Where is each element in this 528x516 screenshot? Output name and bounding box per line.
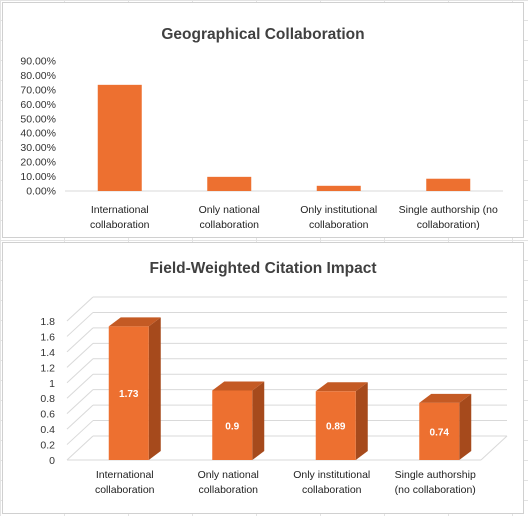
chart1-category-label: collaboration [309, 219, 369, 231]
chart2-bar-top [108, 317, 161, 327]
chart1-bar [426, 178, 471, 191]
chart2-data-label: 0.74 [430, 427, 450, 438]
chart2-floor-side-edge [480, 435, 508, 461]
chart2-bar [419, 402, 460, 460]
chart1-title: Geographical Collaboration [161, 26, 364, 43]
chart2-bar-top [212, 381, 265, 391]
chart2-data-label: 0.89 [326, 422, 346, 433]
chart1-category-label: Single authorship (no [399, 204, 498, 216]
chart2-y-tick-label: 0.6 [40, 409, 55, 421]
chart1-category-label: collaboration [199, 219, 259, 231]
chart2-side-gridline [66, 435, 94, 461]
chart2-category-label: Only national [198, 469, 259, 481]
chart1-y-tick-label: 30.00% [20, 142, 56, 154]
chart2-bar-top [419, 393, 472, 403]
chart1-category-label: collaboration) [417, 219, 480, 231]
chart1-y-tick-label: 70.00% [20, 84, 56, 96]
chart2-y-tick-label: 1 [49, 378, 55, 390]
chart-geographical-collaboration[interactable]: Geographical Collaboration 0.00% 10.00% 20… [2, 2, 524, 238]
chart1-y-tick-label: 20.00% [20, 157, 56, 169]
chart2-bar-side [252, 381, 265, 460]
chart1-y-tick-label: 80.00% [20, 70, 56, 82]
chart2-side-gridline [66, 389, 94, 415]
chart1-category-label: International [91, 204, 149, 216]
chart2-category-label: Single authorship [395, 469, 476, 481]
chart1-y-tick-label: 10.00% [20, 171, 56, 183]
chart2-y-tick-label: 1.4 [40, 347, 55, 359]
chart2-y-tick-label: 0.8 [40, 393, 55, 405]
chart2-bar [212, 390, 253, 460]
chart2-side-gridline [66, 404, 94, 430]
chart2-y-tick-label: 1.6 [40, 331, 55, 343]
chart1-bar [207, 176, 252, 191]
chart1-y-tick-label: 60.00% [20, 99, 56, 111]
chart2-bar-side [355, 382, 368, 460]
chart2-category-label: (no collaboration) [395, 484, 476, 496]
chart2-y-tick-label: 0.2 [40, 440, 55, 452]
chart1-y-tick-label: 90.00% [20, 56, 56, 68]
chart1-y-tick-label: 40.00% [20, 128, 56, 140]
chart2-bar [315, 391, 356, 460]
chart1-bar [316, 185, 361, 191]
chart1-category-label: Only national [199, 204, 260, 216]
chart2-bar [108, 326, 149, 460]
chart2-category-label: collaboration [302, 484, 362, 496]
chart2-data-label: 0.9 [225, 421, 239, 432]
chart2-category-label: International [96, 469, 154, 481]
chart1-bar [97, 84, 142, 191]
chart2-side-gridline [66, 296, 94, 322]
chart1-category-label: Only institutional [300, 204, 377, 216]
chart1-svg: Geographical Collaboration 0.00% 10.00% 20… [20, 26, 503, 231]
chart2-svg: Field-Weighted Citation Impact 0 0.2 0.4 0.… [40, 260, 508, 496]
chart1-y-tick-label: 50.00% [20, 113, 56, 125]
chart1-category-label: collaboration [90, 219, 150, 231]
chart2-data-label: 1.73 [119, 389, 139, 400]
chart2-bar-side [459, 393, 472, 460]
chart2-side-gridline [66, 312, 94, 337]
chart2-title: Field-Weighted Citation Impact [149, 260, 376, 277]
chart2-y-tick-label: 1.8 [40, 316, 55, 328]
chart2-side-gridline [66, 327, 94, 353]
chart2-y-tick-label: 0.4 [40, 424, 55, 436]
chart2-side-gridline [66, 420, 94, 445]
chart2-bar-side [148, 317, 161, 460]
chart2-y-tick-label: 1.2 [40, 362, 55, 374]
chart2-bar-top [315, 382, 368, 392]
chart2-side-gridline [66, 358, 94, 384]
chart-field-weighted-citation-impact[interactable]: Field-Weighted Citation Impact 0 0.2 0.4 0.… [2, 242, 524, 514]
chart2-category-label: Only institutional [293, 469, 370, 481]
chart2-y-tick-label: 0 [49, 455, 55, 467]
chart2-category-label: collaboration [198, 484, 258, 496]
chart2-category-label: collaboration [95, 484, 155, 496]
chart1-y-tick-label: 0.00% [26, 186, 56, 198]
chart2-side-gridline [66, 373, 94, 399]
chart2-side-gridline [66, 342, 94, 368]
